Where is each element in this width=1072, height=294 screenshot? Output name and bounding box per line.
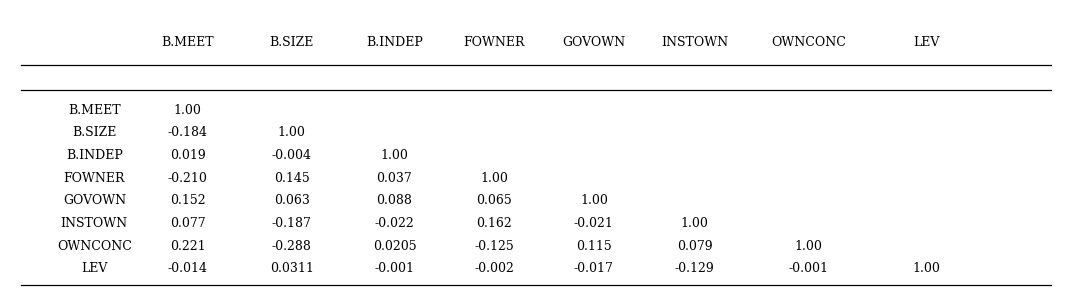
Text: 1.00: 1.00 <box>580 194 608 207</box>
Text: 1.00: 1.00 <box>174 104 202 117</box>
Text: -0.002: -0.002 <box>474 262 515 275</box>
Text: -0.125: -0.125 <box>474 240 515 253</box>
Text: 0.019: 0.019 <box>169 149 206 162</box>
Text: 1.00: 1.00 <box>794 240 822 253</box>
Text: LEV: LEV <box>81 262 107 275</box>
Text: 0.152: 0.152 <box>169 194 206 207</box>
Text: 0.037: 0.037 <box>376 172 413 185</box>
Text: B.INDEP: B.INDEP <box>65 149 123 162</box>
Text: -0.288: -0.288 <box>271 240 312 253</box>
Text: 0.077: 0.077 <box>169 217 206 230</box>
Text: 0.065: 0.065 <box>476 194 512 207</box>
Text: LEV: LEV <box>913 36 939 49</box>
Text: GOVOWN: GOVOWN <box>63 194 125 207</box>
Text: -0.187: -0.187 <box>271 217 312 230</box>
Text: B.SIZE: B.SIZE <box>269 36 314 49</box>
Text: 0.115: 0.115 <box>576 240 612 253</box>
Text: 0.0205: 0.0205 <box>373 240 416 253</box>
Text: FOWNER: FOWNER <box>63 172 125 185</box>
Text: OWNCONC: OWNCONC <box>771 36 846 49</box>
Text: INSTOWN: INSTOWN <box>661 36 728 49</box>
Text: 0.088: 0.088 <box>376 194 413 207</box>
Text: 1.00: 1.00 <box>912 262 940 275</box>
Text: -0.017: -0.017 <box>574 262 614 275</box>
Text: 0.063: 0.063 <box>273 194 310 207</box>
Text: B.INDEP: B.INDEP <box>366 36 423 49</box>
Text: 1.00: 1.00 <box>278 126 306 139</box>
Text: B.MEET: B.MEET <box>161 36 214 49</box>
Text: -0.210: -0.210 <box>167 172 208 185</box>
Text: 0.145: 0.145 <box>273 172 310 185</box>
Text: 0.162: 0.162 <box>476 217 512 230</box>
Text: B.SIZE: B.SIZE <box>72 126 117 139</box>
Text: GOVOWN: GOVOWN <box>563 36 625 49</box>
Text: 1.00: 1.00 <box>381 149 408 162</box>
Text: -0.129: -0.129 <box>674 262 715 275</box>
Text: FOWNER: FOWNER <box>463 36 525 49</box>
Text: -0.004: -0.004 <box>271 149 312 162</box>
Text: B.MEET: B.MEET <box>68 104 121 117</box>
Text: 0.0311: 0.0311 <box>270 262 313 275</box>
Text: -0.001: -0.001 <box>788 262 829 275</box>
Text: 0.079: 0.079 <box>676 240 713 253</box>
Text: -0.022: -0.022 <box>374 217 415 230</box>
Text: -0.001: -0.001 <box>374 262 415 275</box>
Text: 1.00: 1.00 <box>480 172 508 185</box>
Text: 0.221: 0.221 <box>169 240 206 253</box>
Text: 1.00: 1.00 <box>681 217 709 230</box>
Text: -0.014: -0.014 <box>167 262 208 275</box>
Text: INSTOWN: INSTOWN <box>61 217 128 230</box>
Text: -0.184: -0.184 <box>167 126 208 139</box>
Text: OWNCONC: OWNCONC <box>57 240 132 253</box>
Text: -0.021: -0.021 <box>574 217 614 230</box>
